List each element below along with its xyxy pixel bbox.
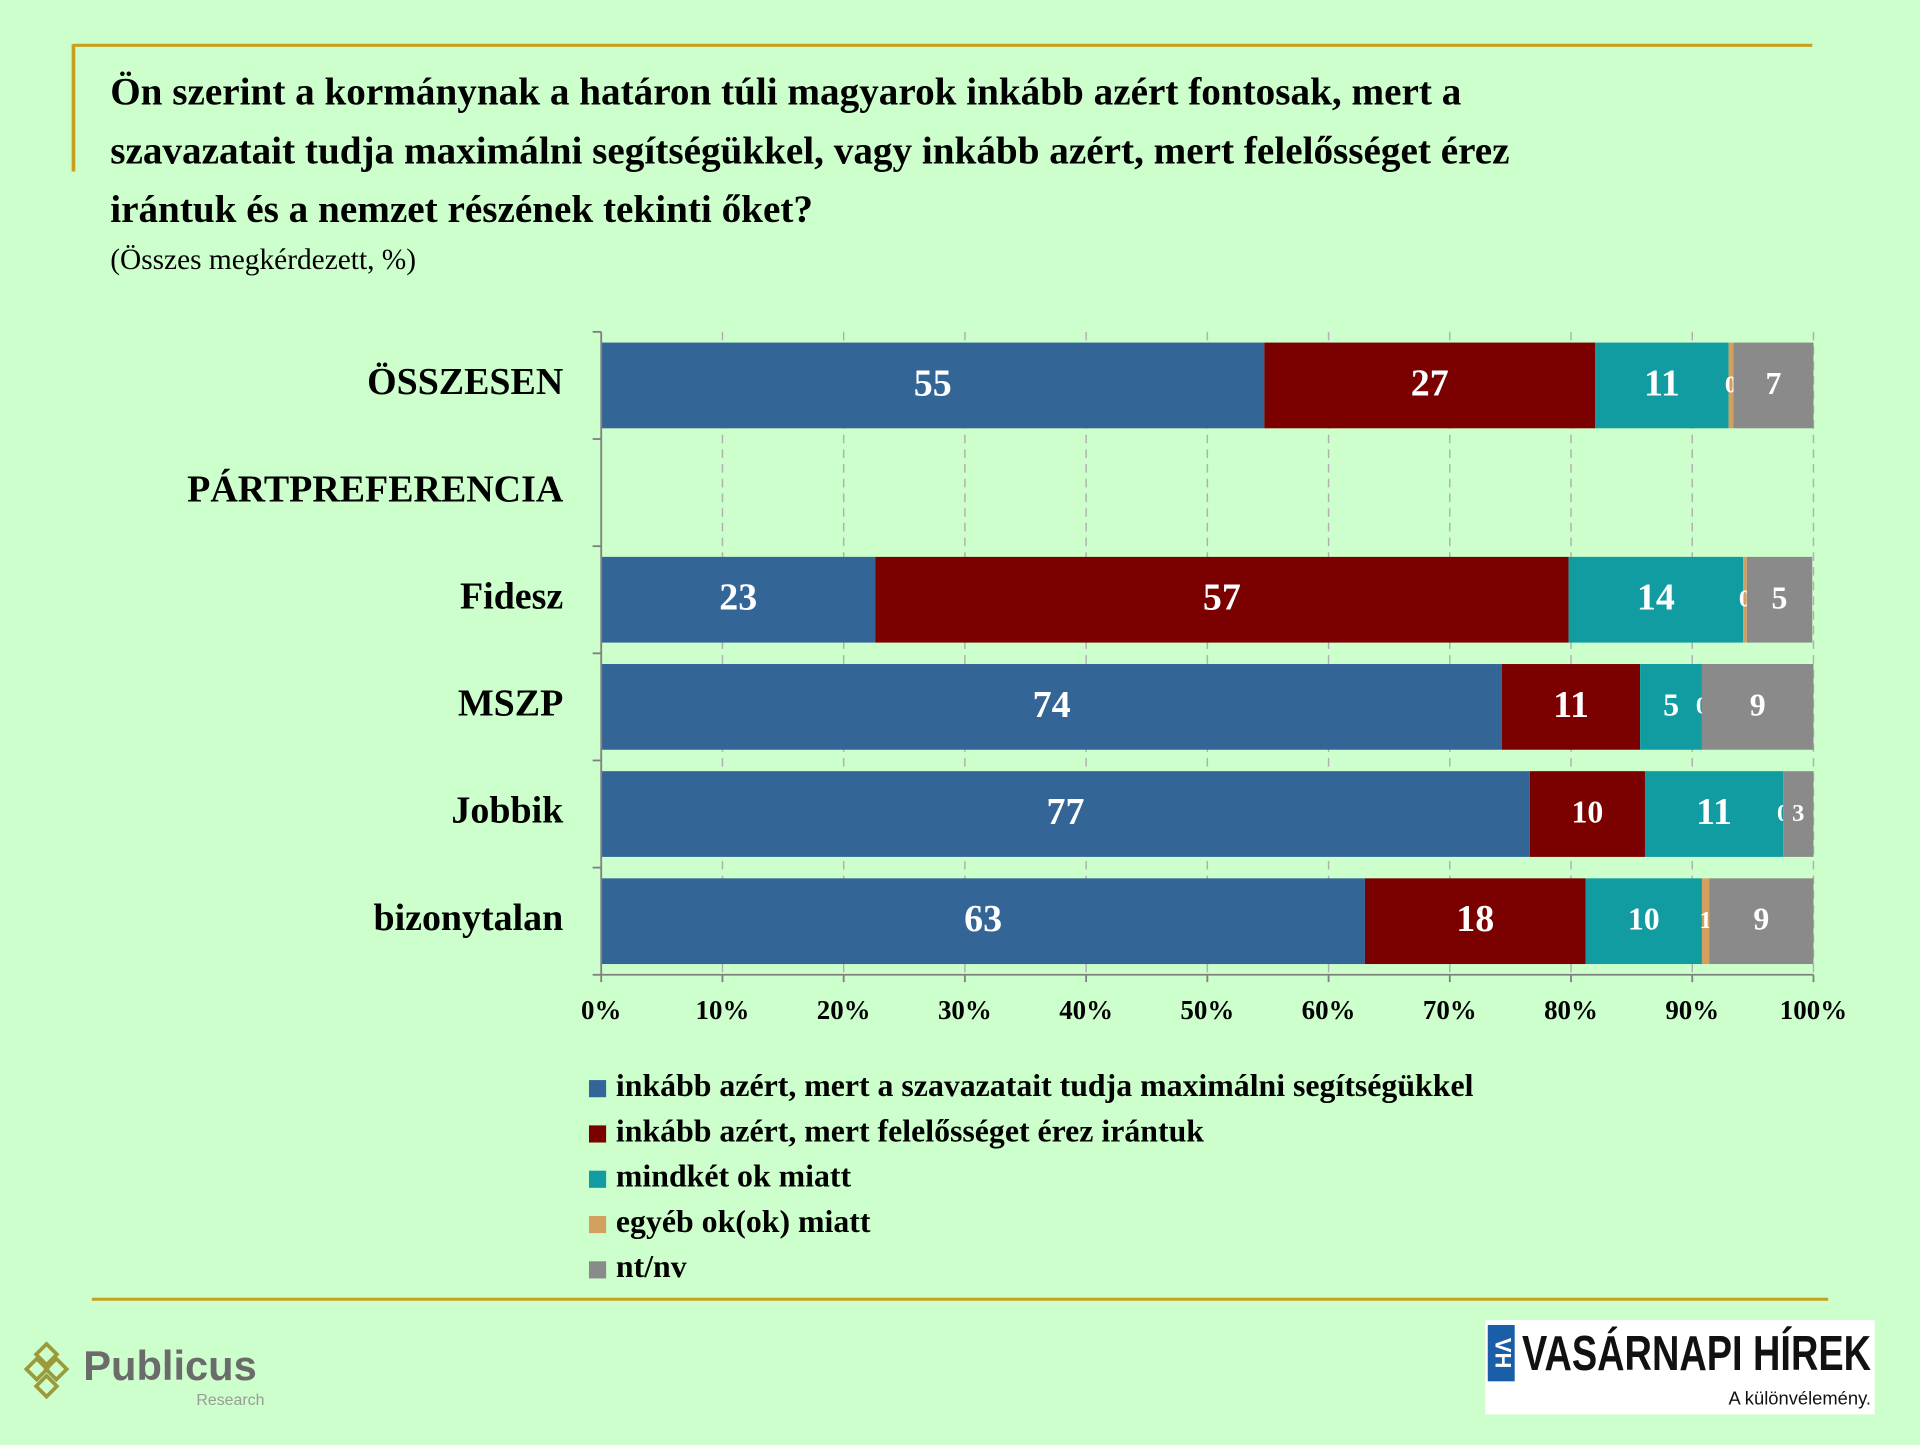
data-label: 14 <box>1637 577 1675 619</box>
bar-segment <box>1728 342 1734 429</box>
chart-title: Ön szerint a kormánynak a határon túli m… <box>110 71 1461 114</box>
bar-segment <box>601 556 876 643</box>
bar-segment <box>1701 664 1814 750</box>
legend-label: egyéb ok(ok) miatt <box>616 1204 871 1239</box>
legend-label: inkább azért, mert a szavazatait tudja m… <box>616 1068 1474 1103</box>
bar-segment <box>1585 878 1702 965</box>
data-label: 74 <box>1033 684 1071 726</box>
bar-segment <box>1701 878 1710 965</box>
bar-segment <box>601 664 1502 750</box>
y-tick-label: Fidesz <box>460 575 563 617</box>
bar-segment <box>601 878 1365 965</box>
bar-segment <box>601 771 1530 857</box>
data-label: 27 <box>1411 362 1449 404</box>
data-label: 5 <box>1663 687 1679 722</box>
x-tick-label: 50% <box>1180 995 1234 1025</box>
legend-label: mindkét ok miatt <box>616 1159 852 1194</box>
data-label: 18 <box>1456 898 1494 940</box>
legend-swatch <box>588 1216 607 1234</box>
y-tick-label: bizonytalan <box>373 897 563 939</box>
x-tick-label: 80% <box>1544 995 1598 1025</box>
chart-subtitle: (Összes megkérdezett, %) <box>110 244 416 276</box>
x-tick-label: 0% <box>581 995 621 1025</box>
data-label: 23 <box>719 577 757 619</box>
data-label: 11 <box>1644 362 1680 404</box>
x-tick-label: 20% <box>817 995 871 1025</box>
bar-segment <box>1746 556 1813 643</box>
y-tick-label: PÁRTPREFERENCIA <box>187 468 564 510</box>
logo-text: VASÁRNAPI HÍREK <box>1522 1327 1871 1381</box>
legend-swatch <box>588 1125 607 1143</box>
y-tick-label: Jobbik <box>451 790 564 832</box>
bar-segment <box>1264 342 1596 429</box>
data-label: 11 <box>1696 791 1732 833</box>
x-tick-label: 70% <box>1423 995 1477 1025</box>
bar-segment <box>875 556 1569 643</box>
data-label: 10 <box>1571 795 1603 830</box>
x-tick-label: 30% <box>938 995 992 1025</box>
data-label: 10 <box>1628 902 1660 937</box>
bar-segment <box>1640 664 1702 750</box>
data-label: 9 <box>1753 902 1769 937</box>
logo-subtext: A különvélemény. <box>1728 1388 1871 1409</box>
x-tick-label: 90% <box>1665 995 1719 1025</box>
y-tick-label: ÖSSZESEN <box>367 361 563 403</box>
data-label: 3 <box>1792 800 1804 827</box>
data-label: 63 <box>964 898 1002 940</box>
bar-segment <box>1644 771 1784 857</box>
bar-segment <box>1529 771 1645 857</box>
bar-segment <box>1709 878 1814 965</box>
bar-segment <box>1568 556 1744 643</box>
x-tick-label: 60% <box>1302 995 1356 1025</box>
data-label: 55 <box>914 362 952 404</box>
bar-segment <box>1595 342 1729 429</box>
publicus-logo: Publicus Research <box>23 1341 264 1409</box>
legend-label: inkább azért, mert felelősséget érez irá… <box>616 1113 1204 1148</box>
vh-logo: VH VASÁRNAPI HÍREK A különvélemény. <box>1485 1320 1875 1415</box>
logo-text: Publicus <box>83 1342 256 1389</box>
bar-segment <box>1501 664 1641 750</box>
chart-title: irántuk és a nemzet részének tekinti őke… <box>110 188 813 231</box>
data-label: 11 <box>1553 684 1589 726</box>
legend-swatch <box>588 1080 607 1098</box>
data-label: 9 <box>1750 687 1766 722</box>
legend-label: nt/nv <box>616 1249 687 1284</box>
legend-swatch <box>588 1261 607 1279</box>
data-label: 57 <box>1203 577 1241 619</box>
data-label: 7 <box>1766 366 1782 401</box>
bar-segment <box>601 342 1265 429</box>
bar-segment <box>1783 771 1814 857</box>
x-tick-label: 10% <box>696 995 750 1025</box>
data-label: 1 <box>1699 907 1711 934</box>
logo-subtext: Research <box>196 1392 264 1409</box>
x-tick-label: 40% <box>1059 995 1113 1025</box>
data-label: 5 <box>1772 580 1788 615</box>
y-tick-label: MSZP <box>458 683 563 725</box>
logo-mark: VH <box>1490 1338 1515 1369</box>
data-label: 77 <box>1047 791 1085 833</box>
legend-swatch <box>588 1170 607 1188</box>
chart-title: szavazatait tudja maximálni segítségükke… <box>110 129 1509 172</box>
bar-segment <box>1743 556 1747 643</box>
bar-segment <box>1733 342 1814 429</box>
x-tick-label: 100% <box>1780 995 1847 1025</box>
bar-segment <box>1364 878 1586 965</box>
